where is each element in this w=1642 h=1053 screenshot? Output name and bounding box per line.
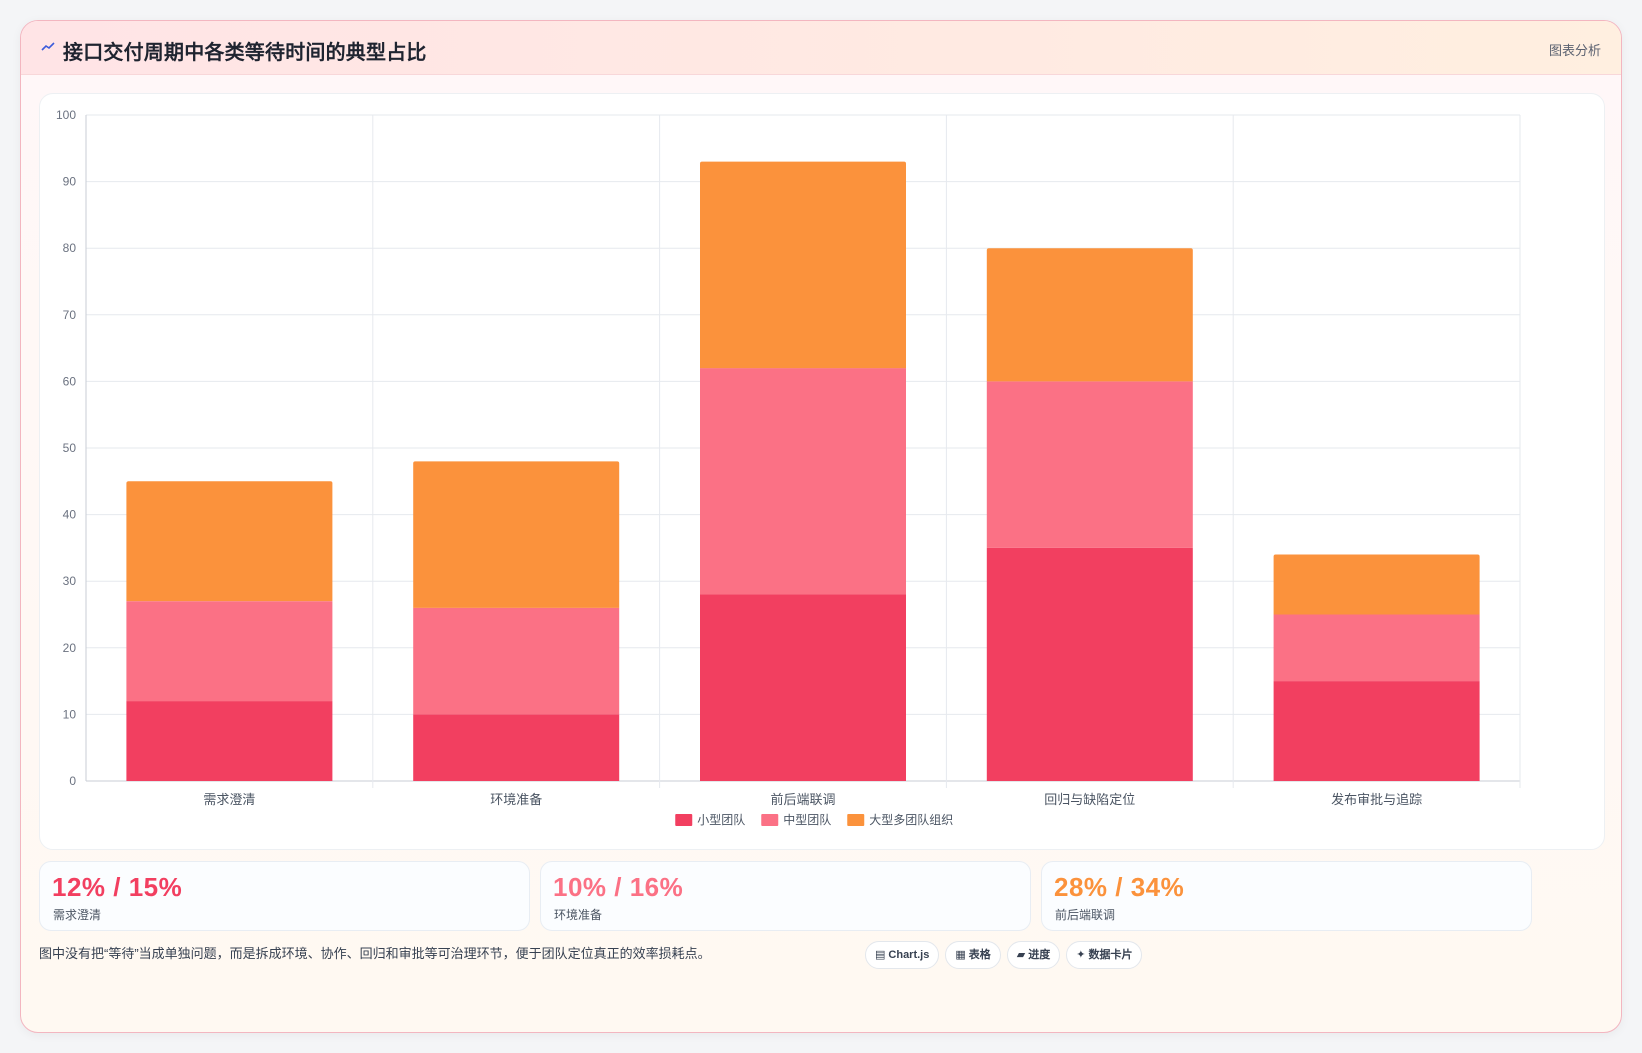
y-tick-label: 50 (63, 441, 77, 455)
table-icon: ▦ (955, 949, 966, 961)
progress-icon: ▰ (1016, 949, 1026, 961)
y-tick-label: 90 (63, 175, 77, 189)
bar-segment (126, 701, 333, 781)
stat-value-2: 10% / 16% (553, 872, 684, 902)
y-tick-label: 20 (63, 641, 77, 655)
stat-card-2: 10% / 16% 环境准备 (540, 861, 1031, 931)
y-tick-label: 30 (63, 574, 77, 588)
bar-segment (986, 547, 1193, 781)
y-tick-label: 80 (63, 241, 77, 255)
bar-segment (413, 714, 620, 781)
bar-segment (126, 481, 333, 602)
badge-label: 数据卡片 (1088, 949, 1133, 961)
badge-label: 表格 (968, 949, 991, 961)
footer-note: 图中没有把“等待”当成单独问题，而是拆成环境、协作、回归和审批等可治理环节，便于… (39, 946, 711, 961)
stat-label-1: 需求澄清 (53, 908, 102, 922)
x-tick-label: 需求澄清 (203, 792, 255, 807)
chart-container: 0 10 20 30 40 50 60 70 80 90 100 需求澄清 环境准备 前后端联调 回归与缺陷… (39, 93, 1605, 850)
stat-card-3: 28% / 34% 前后端联调 (1041, 861, 1532, 931)
legend-label: 小型团队 (697, 812, 745, 827)
bar-segment (1273, 614, 1480, 682)
y-tick-label: 0 (69, 774, 76, 788)
bar-segment (700, 368, 906, 595)
stat-value-1: 12% / 15% (52, 872, 183, 902)
y-tick-label: 40 (63, 508, 77, 522)
badge-data-card[interactable]: ✦ 数据卡片 (1066, 941, 1143, 969)
x-tick-label: 环境准备 (490, 792, 542, 807)
chart-line-icon (41, 40, 55, 54)
bar-segment (700, 594, 906, 781)
chart-icon: ▤ (875, 949, 886, 961)
x-tick-label: 回归与缺陷定位 (1044, 792, 1135, 807)
y-tick-label: 100 (56, 108, 76, 122)
bar-segment (413, 461, 620, 608)
bar-segment (413, 607, 620, 715)
header-tag: 图表分析 (1548, 43, 1601, 58)
stacked-bar-chart: 0 10 20 30 40 50 60 70 80 90 100 需求澄清 环境准备 前后端联调 回归与缺陷… (56, 108, 1521, 827)
bar-segment (700, 161, 906, 369)
stat-label-2: 环境准备 (554, 908, 603, 922)
chart-card: 接口交付周期中各类等待时间的典型占比 图表分析 0 10 20 30 40 50 60 70 8… (20, 20, 1622, 1033)
badge-table[interactable]: ▦ 表格 (945, 941, 1001, 969)
bar-segment (986, 381, 1193, 548)
stat-value-3: 28% / 34% (1054, 872, 1185, 902)
badge-chartjs[interactable]: ▤ Chart.js (865, 941, 940, 969)
stat-card-1: 12% / 15% 需求澄清 (39, 861, 530, 931)
bar-segment (1273, 554, 1480, 615)
bar-segment (1273, 681, 1480, 781)
badge-progress[interactable]: ▰ 进度 (1006, 941, 1061, 969)
badge-label: Chart.js (888, 949, 930, 961)
card-header: 接口交付周期中各类等待时间的典型占比 图表分析 (21, 21, 1621, 75)
legend-swatch (675, 814, 693, 826)
y-tick-label: 70 (63, 308, 77, 322)
sparkle-icon: ✦ (1076, 949, 1086, 961)
badge-label: 进度 (1028, 949, 1051, 961)
x-tick-label: 发布审批与追踪 (1331, 792, 1422, 807)
legend-swatch (761, 814, 779, 826)
legend-swatch (847, 814, 865, 826)
badge-group: ▤ Chart.js ▦ 表格 ▰ 进度 ✦ 数据卡片 (865, 941, 1148, 969)
chart-title: 接口交付周期中各类等待时间的典型占比 (63, 42, 427, 64)
x-tick-label: 前后端联调 (770, 792, 835, 807)
stats-row: 12% / 15% 需求澄清 10% / 16% 环境准备 28% / 34% … (39, 861, 1605, 931)
y-tick-label: 10 (63, 707, 77, 721)
bar-segment (126, 601, 333, 702)
legend-label: 大型多团队组织 (869, 812, 953, 827)
bar-segment (986, 248, 1193, 382)
stat-label-3: 前后端联调 (1055, 908, 1116, 922)
y-tick-label: 60 (63, 374, 77, 388)
legend-label: 中型团队 (783, 812, 831, 827)
